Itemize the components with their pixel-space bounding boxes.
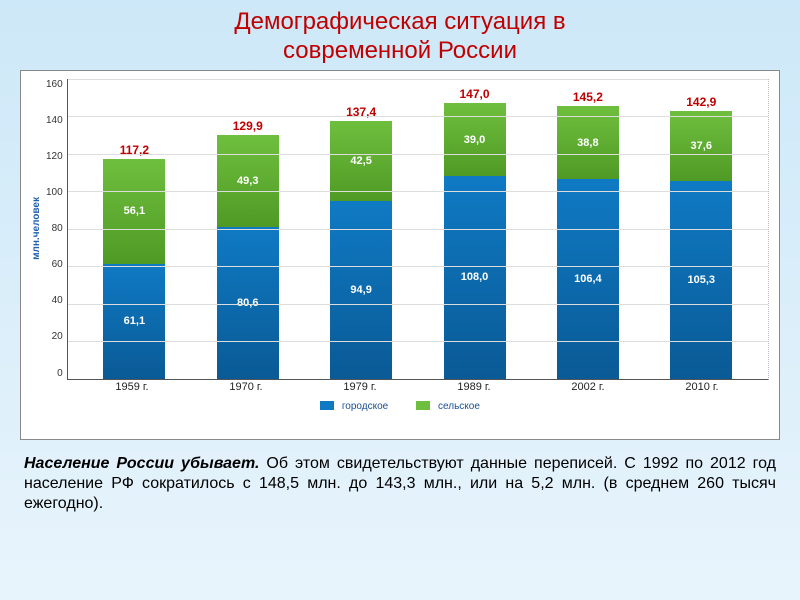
gridline <box>68 191 768 192</box>
y-tick: 160 <box>46 79 63 90</box>
y-tick: 60 <box>46 259 63 270</box>
segment-rural: 49,3 <box>217 135 279 227</box>
y-axis: 160 140 120 100 80 60 40 20 0 <box>46 79 67 379</box>
segment-urban: 61,1 <box>103 264 165 379</box>
segment-label-rural: 39,0 <box>464 134 485 146</box>
gridline <box>68 341 768 342</box>
caption-lead: Население России убывает. <box>24 455 259 472</box>
legend-item-rural: сельское <box>416 401 480 412</box>
chart-container: млн.человек 160 140 120 100 80 60 40 20 0 117,2 5… <box>20 70 780 440</box>
x-tick: 1959 г. <box>101 381 163 393</box>
title-line-2: современной России <box>283 37 517 64</box>
gridline <box>68 229 768 230</box>
segment-label-urban: 106,4 <box>574 273 602 285</box>
segment-urban: 106,4 <box>557 179 619 379</box>
segment-rural: 38,8 <box>557 106 619 179</box>
plot-area: 117,256,161,1129,949,380,6137,442,594,91… <box>67 79 769 380</box>
total-label: 142,9 <box>686 95 716 109</box>
y-tick: 0 <box>46 368 63 379</box>
x-axis: 1959 г. 1970 г. 1979 г. 1989 г. 2002 г. 2010 … <box>65 379 769 393</box>
segment-label-urban: 108,0 <box>461 271 489 283</box>
x-tick: 1970 г. <box>215 381 277 393</box>
segment-label-urban: 105,3 <box>687 274 715 286</box>
y-tick: 140 <box>46 115 63 126</box>
title-line-1: Демографическая ситуация в <box>234 8 565 35</box>
y-tick: 80 <box>46 223 63 234</box>
segment-rural: 39,0 <box>444 103 506 176</box>
gridline <box>68 116 768 117</box>
segment-urban: 94,9 <box>330 201 392 379</box>
segment-label-rural: 37,6 <box>691 140 712 152</box>
segment-label-rural: 56,1 <box>124 205 145 217</box>
y-axis-label: млн.человек <box>31 197 42 260</box>
segment-rural: 37,6 <box>670 111 732 182</box>
total-label: 145,2 <box>573 90 603 104</box>
slide-title: Демографическая ситуация в современной Р… <box>0 0 800 70</box>
y-tick: 40 <box>46 295 63 306</box>
gridline <box>68 304 768 305</box>
segment-label-rural: 42,5 <box>350 155 371 167</box>
total-label: 147,0 <box>459 87 489 101</box>
legend-label-urban: городское <box>342 401 388 412</box>
segment-label-urban: 61,1 <box>124 315 145 327</box>
bar-column: 145,2 38,8 106,4 <box>557 90 619 378</box>
y-tick: 20 <box>46 331 63 342</box>
caption: Население России убывает. Об этом свидет… <box>24 454 776 514</box>
x-tick: 2002 г. <box>557 381 619 393</box>
legend: городское сельское <box>31 401 769 412</box>
x-tick: 1979 г. <box>329 381 391 393</box>
bar-column: 147,0 39,0 108,0 <box>444 87 506 379</box>
bar-column: 137,442,594,9 <box>330 105 392 379</box>
segment-urban: 105,3 <box>670 181 732 378</box>
segment-urban: 108,0 <box>444 176 506 379</box>
segment-rural: 56,1 <box>103 159 165 264</box>
x-tick: 1989 г. <box>443 381 505 393</box>
gridline <box>68 79 768 80</box>
gridline <box>68 154 768 155</box>
bar-column: 117,2 56,1 61,1 <box>103 143 165 379</box>
plot-wrap: млн.человек 160 140 120 100 80 60 40 20 0 117,2 5… <box>31 79 769 379</box>
x-tick: 2010 г. <box>671 381 733 393</box>
segment-rural: 42,5 <box>330 121 392 201</box>
y-tick: 100 <box>46 187 63 198</box>
total-label: 117,2 <box>120 143 149 157</box>
gridline <box>68 266 768 267</box>
segment-label-rural: 49,3 <box>237 175 258 187</box>
y-tick: 120 <box>46 151 63 162</box>
bar-column: 142,9 37,6 105,3 <box>670 95 732 379</box>
legend-label-rural: сельское <box>438 401 480 412</box>
legend-item-urban: городское <box>320 401 388 412</box>
swatch-urban <box>320 401 334 410</box>
total-label: 129,9 <box>233 119 263 133</box>
segment-label-rural: 38,8 <box>577 137 598 149</box>
swatch-rural <box>416 401 430 410</box>
bar-column: 129,949,380,6 <box>217 119 279 379</box>
segment-label-urban: 94,9 <box>350 284 371 296</box>
